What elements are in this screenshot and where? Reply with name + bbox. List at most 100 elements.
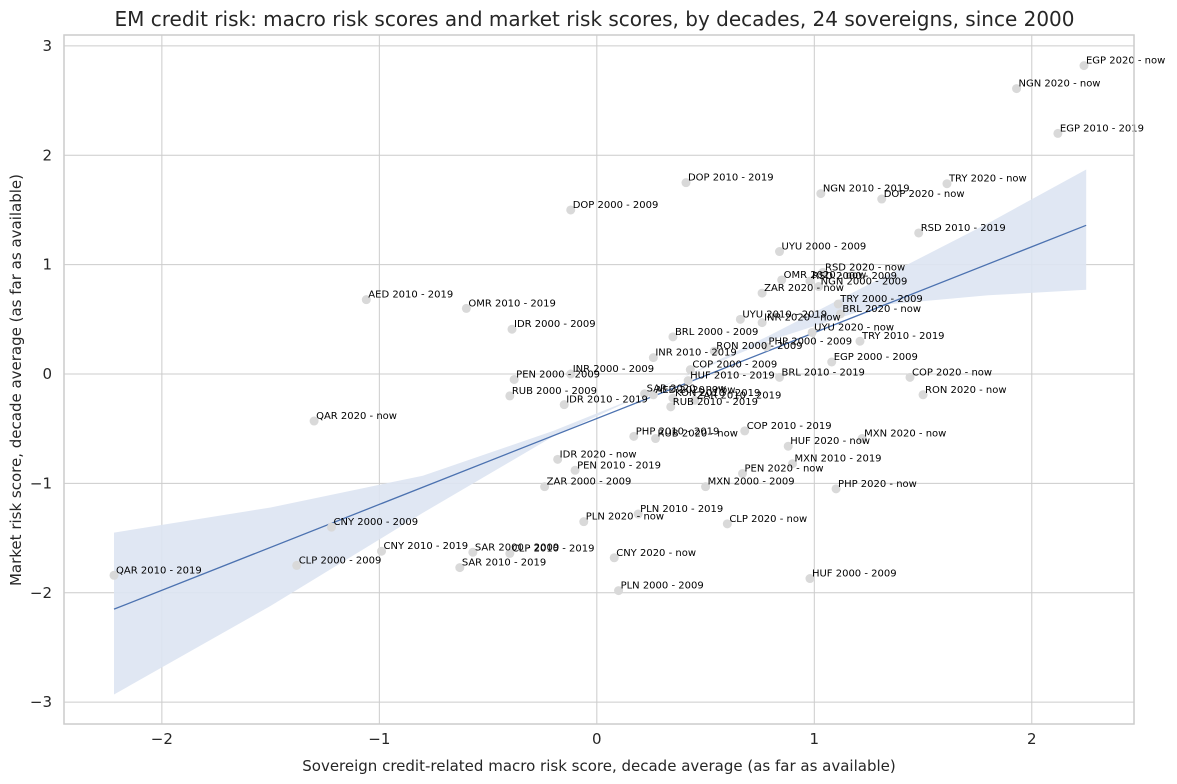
data-point-label: SAR 2000 - 2009: [475, 542, 559, 553]
data-point: [559, 400, 569, 410]
data-point-label: COP 2010 - 2019: [747, 421, 832, 432]
data-point: [455, 563, 465, 573]
data-point: [807, 327, 817, 337]
plot-area: EGP 2020 - now NGN 2020 - now EGP 2010 - 2…: [63, 34, 1165, 725]
data-point: [327, 522, 336, 532]
y-tick-label: −1: [30, 474, 52, 492]
data-point: [361, 295, 371, 305]
y-tick-label: 1: [42, 256, 52, 274]
data-point: [579, 517, 589, 527]
data-point-label: INR 2010 - 2019: [655, 348, 736, 359]
data-point-label: MXN 2000 - 2009: [708, 477, 795, 488]
data-point-label: MXN 2020 - now: [864, 429, 946, 440]
data-point-label: BRL 2010 - 2019: [782, 367, 865, 378]
data-point: [942, 179, 952, 189]
data-point: [468, 547, 478, 557]
data-point: [505, 391, 515, 401]
data-point: [309, 416, 319, 426]
data-point: [648, 353, 658, 363]
data-point-label: IDR 2000 - 2009: [514, 319, 596, 330]
data-point-label: RUB 2010 - 2019: [673, 397, 758, 408]
data-point-label: RSD 2000 - 2009: [812, 271, 897, 282]
data-point: [857, 434, 867, 444]
data-point: [805, 276, 815, 286]
data-point-label: NGN 2020 - now: [1019, 79, 1101, 90]
data-point: [505, 548, 515, 558]
data-point: [681, 178, 691, 188]
data-point: [377, 546, 387, 556]
data-point: [775, 247, 785, 257]
data-point: [775, 372, 785, 382]
data-point-label: PHP 2010 - 2019: [636, 426, 720, 437]
data-point-label: PEN 2020 - now: [745, 464, 824, 475]
data-point: [1012, 84, 1022, 94]
data-point-label: DOP 2010 - 2019: [688, 173, 774, 184]
data-point-label: AED 2010 - 2019: [368, 290, 453, 301]
data-point: [701, 482, 711, 492]
data-point-label: ZAR 2000 - 2009: [547, 477, 632, 488]
x-tick-label: 2: [1027, 730, 1037, 748]
data-point: [740, 426, 750, 436]
x-axis-ticks: −2 −1 0 1 2: [151, 730, 1037, 748]
data-point: [818, 267, 828, 277]
data-point-label: RON 2000 - 2009: [716, 341, 802, 352]
data-point-label: RON 2020 - now: [925, 385, 1007, 396]
data-point-label: DOP 2000 - 2009: [573, 200, 659, 211]
data-point-label: EGP 2000 - 2009: [834, 352, 918, 363]
data-point-label: PLN 2010 - 2019: [640, 504, 723, 515]
regression-line: [113, 224, 1087, 610]
data-point: [805, 574, 815, 584]
data-point-label: TRY 2010 - 2019: [861, 331, 945, 342]
data-point: [918, 390, 928, 400]
data-point-label: HUF 2010 - 2019: [690, 371, 775, 382]
data-point: [761, 342, 771, 352]
data-point: [292, 560, 302, 570]
data-point-label: PLN 2000 - 2009: [621, 581, 704, 592]
data-point: [1079, 61, 1089, 71]
y-tick-label: −3: [30, 693, 52, 711]
data-point: [814, 282, 824, 292]
y-tick-label: 3: [42, 37, 52, 55]
data-point-label: SAR 2010 - 2019: [462, 558, 546, 569]
data-point: [540, 482, 550, 492]
data-point-label: COP 2000 - 2009: [692, 360, 777, 371]
data-point: [709, 346, 719, 356]
data-point: [668, 393, 678, 403]
data-point-label: SAR 2020 - now: [647, 384, 727, 395]
data-point: [877, 194, 887, 204]
data-point-label: QAR 2010 - 2019: [116, 565, 202, 576]
data-point: [722, 519, 732, 529]
data-point: [633, 509, 643, 519]
x-tick-label: −2: [151, 730, 173, 748]
x-axis-label: Sovereign credit-related macro risk scor…: [302, 757, 895, 775]
data-point: [827, 357, 837, 367]
data-point: [640, 389, 650, 399]
data-point: [735, 314, 745, 324]
data-point: [690, 395, 700, 405]
data-point-label: PHP 2000 - 2009: [768, 337, 852, 348]
data-point-label: TRY 2020 - now: [948, 174, 1027, 185]
data-point: [816, 189, 826, 199]
data-point-label: CNY 2010 - 2019: [384, 541, 469, 552]
data-point: [648, 390, 658, 400]
data-point: [685, 365, 695, 375]
data-point-label: RUB 2000 - 2009: [512, 386, 597, 397]
point-labels: EGP 2020 - now NGN 2020 - now EGP 2010 - 2…: [116, 56, 1165, 592]
data-point: [783, 441, 793, 451]
chart-title: EM credit risk: macro risk scores and ma…: [115, 7, 1075, 31]
data-point: [629, 431, 639, 441]
data-point-label: TRY 2000 - 2009: [839, 294, 923, 305]
data-point-label: CNY 2020 - now: [616, 548, 696, 559]
data-point: [914, 228, 924, 238]
data-points: [109, 61, 1089, 596]
data-point-label: MXN 2010 - 2019: [795, 454, 882, 465]
data-point-label: COP 2020 - now: [912, 367, 992, 378]
data-point: [1053, 128, 1063, 138]
x-tick-label: 1: [810, 730, 820, 748]
data-point-label: PHP 2020 - now: [838, 479, 917, 490]
data-point-label: NGN 2010 - 2019: [823, 184, 910, 195]
data-point-label: INR 2020 - now: [764, 313, 841, 324]
data-point-label: RUB 2020 - now: [658, 429, 738, 440]
data-point: [553, 454, 563, 464]
